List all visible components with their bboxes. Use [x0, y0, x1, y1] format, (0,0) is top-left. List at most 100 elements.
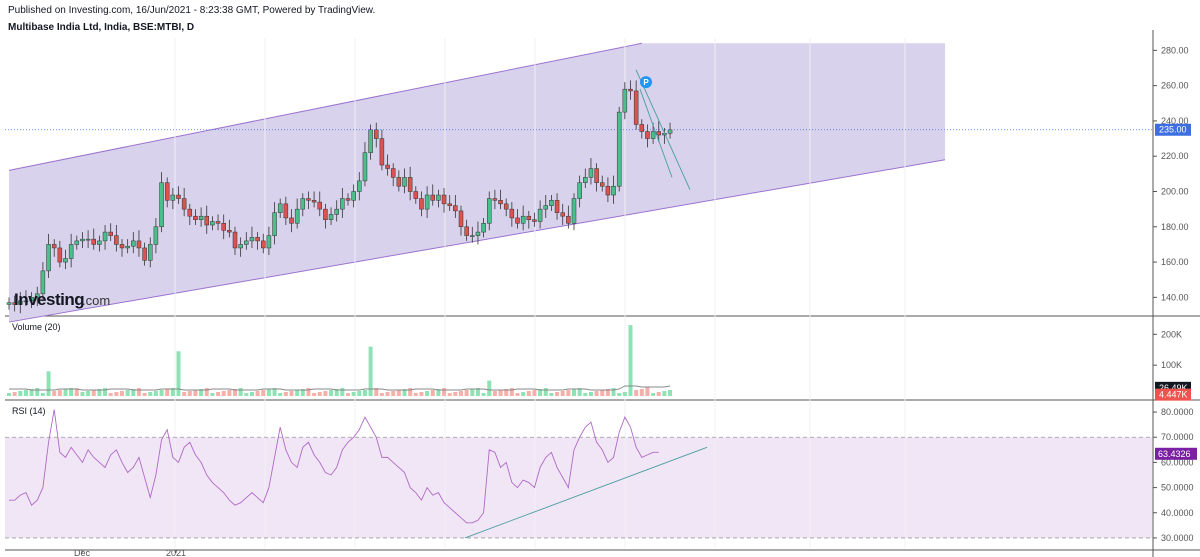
candle [583, 168, 588, 188]
candle [74, 235, 80, 250]
volume-bar [159, 390, 164, 396]
candle [453, 195, 458, 218]
volume-bar [300, 389, 305, 396]
candle [164, 177, 170, 208]
volume-spike-bar [74, 388, 79, 396]
volume-bar [125, 390, 130, 396]
volume-ma-tag-label: 26.49K [1159, 383, 1188, 393]
candle-body [334, 208, 339, 215]
volume-bar [272, 388, 277, 396]
price-axis[interactable]: 140.00 160.00 180.00 200.00 220.00 240.00 260.… [1153, 45, 1191, 302]
volume-tick-label: 200K [1161, 329, 1182, 339]
candle-body [97, 240, 102, 245]
candle-body [633, 90, 639, 125]
volume-bar [153, 391, 158, 396]
volume-bar [334, 389, 339, 396]
candle-body [566, 215, 571, 224]
price-tick-label: 200.00 [1161, 186, 1189, 196]
volume-bar [52, 391, 57, 396]
candle [215, 214, 221, 231]
candle [40, 262, 46, 300]
volume-bar [12, 392, 17, 396]
volume-bar [656, 392, 661, 396]
volume-bar [266, 389, 271, 396]
candle [628, 80, 633, 100]
candle [616, 106, 622, 192]
volume-bar [605, 389, 610, 396]
volume-bar [187, 391, 192, 396]
price-tick-label: 260.00 [1161, 81, 1189, 91]
candle-body [148, 244, 153, 261]
candle-body [594, 168, 599, 183]
candle [481, 217, 486, 238]
volume-bar [588, 392, 593, 396]
channel-fill [9, 43, 945, 323]
candle [51, 239, 57, 257]
volume-bar [470, 389, 475, 396]
published-caption: Published on Investing.com, 16/Jun/2021 … [8, 5, 376, 16]
candle [345, 193, 351, 206]
candle [232, 226, 238, 256]
candle [532, 212, 537, 227]
volume-bar [86, 391, 91, 396]
candle-body [164, 182, 170, 201]
candle [633, 80, 639, 130]
volume-bar [481, 393, 486, 396]
volume-bar [114, 392, 119, 396]
candle [148, 237, 153, 268]
candle-body [204, 215, 209, 226]
volume-bar [600, 390, 605, 396]
candle-body [221, 223, 226, 231]
wedge-line-2 [639, 89, 673, 178]
price-tick-label: 240.00 [1161, 116, 1189, 126]
volume-bar [306, 388, 311, 396]
volume-tag-label: 4.447K [1159, 390, 1188, 400]
candle [549, 195, 554, 211]
candle-body [80, 238, 85, 242]
wedge-line-1 [635, 69, 691, 190]
candle-body [131, 240, 136, 247]
volume-bar [204, 388, 209, 396]
candle-body [645, 131, 650, 139]
volume-bar [91, 390, 96, 396]
volume-bar [362, 390, 367, 396]
volume-bar [413, 393, 418, 396]
candle-body [549, 200, 554, 206]
volume-bar [577, 388, 582, 396]
candle-body [232, 231, 238, 249]
volume-bar [566, 390, 571, 396]
candle [605, 177, 611, 203]
candle [159, 172, 164, 233]
candle [515, 209, 520, 229]
volume-bar [63, 389, 68, 396]
candles [6, 80, 673, 314]
candle-body [136, 240, 142, 249]
chart-background [5, 30, 1200, 557]
candle-body [74, 240, 80, 245]
candle [238, 237, 243, 257]
candle [311, 191, 317, 208]
volume-bar [617, 393, 622, 396]
candle [97, 235, 102, 252]
candle-body [249, 237, 255, 242]
rsi-pane: RSI (14) 30.0000 40.0000 50.0000 60.0000 70.0… [5, 406, 1197, 543]
candle [498, 189, 503, 210]
rsi-tick-label: 50.0000 [1161, 483, 1194, 493]
channel-upper-line [8, 42, 642, 171]
candle-body [176, 194, 181, 199]
volume-bar [261, 390, 266, 396]
candle-body [193, 215, 198, 220]
volume-bar [572, 389, 576, 396]
candle-body [29, 297, 34, 302]
candle [407, 166, 413, 201]
volume-bar [634, 390, 639, 396]
candle [645, 124, 650, 148]
candle [441, 187, 447, 213]
candle [509, 202, 515, 227]
time-axis[interactable]: Dec 2021 [74, 548, 186, 557]
candle-body [374, 129, 379, 139]
volume-bar [374, 388, 379, 396]
candle-body [396, 177, 402, 187]
volume-bar [668, 390, 673, 396]
